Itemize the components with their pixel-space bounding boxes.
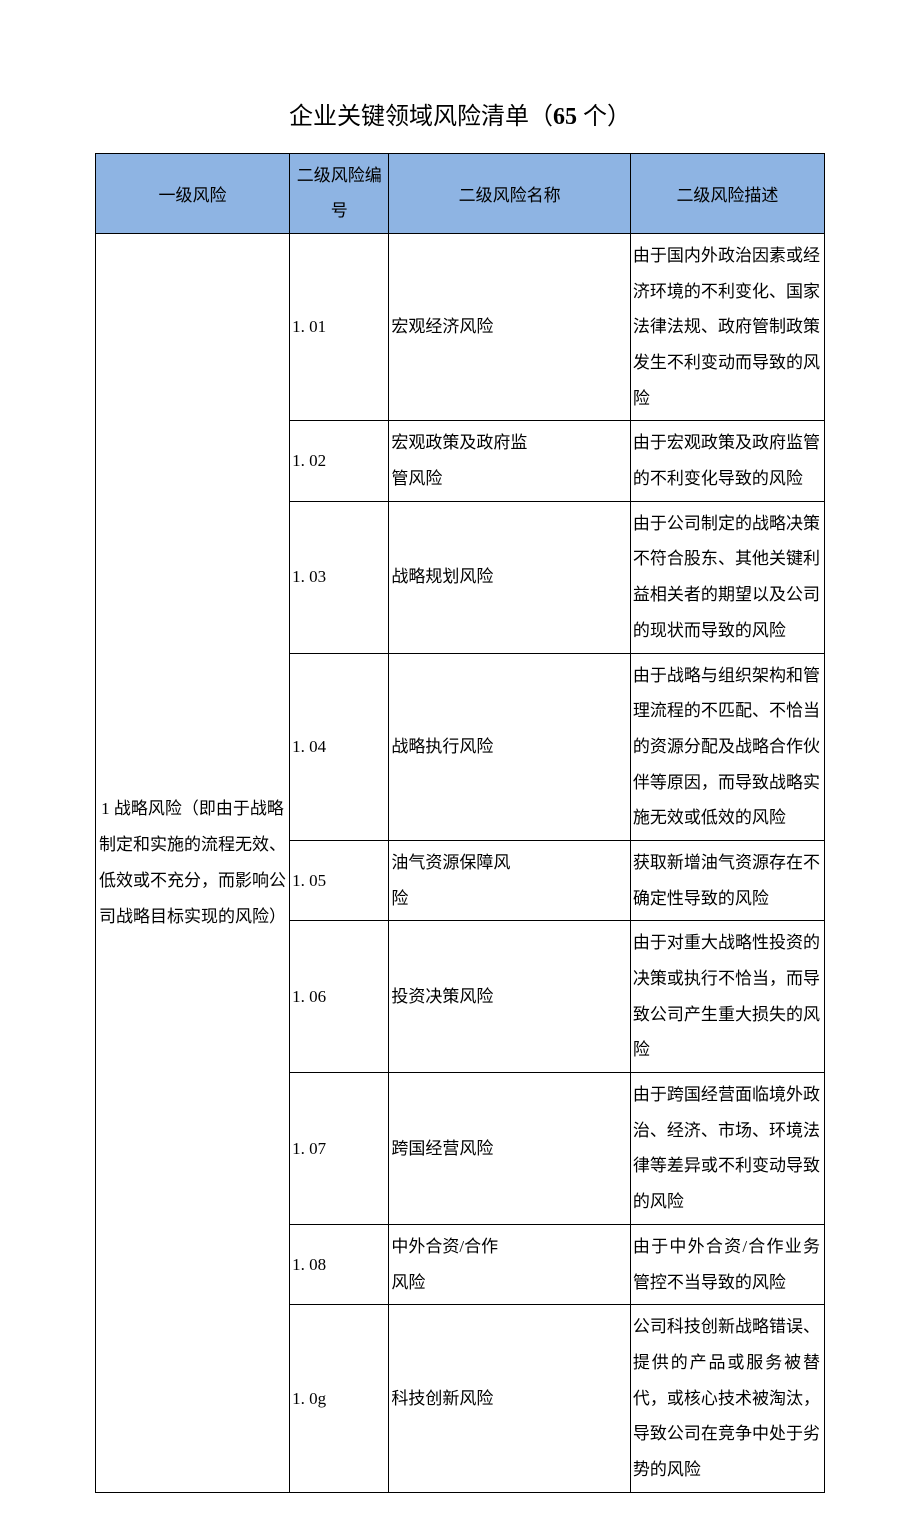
risk-name: 战略规划风险 [389,501,630,653]
risk-code: 1. 05 [290,840,389,920]
risk-name: 战略执行风险 [389,653,630,840]
risk-name: 科技创新风险 [389,1305,630,1492]
header-level2-desc: 二级风险描述 [630,153,824,233]
risk-code: 1. 01 [290,233,389,420]
risk-name: 油气资源保障风险 [389,840,630,920]
risk-desc: 由于公司制定的战略决策不符合股东、其他关键利益相关者的期望以及公司的现状而导致的… [630,501,824,653]
risk-name: 宏观经济风险 [389,233,630,420]
risk-code: 1. 0g [290,1305,389,1492]
risk-name-line2: 风险 [391,1273,425,1292]
risk-name: 投资决策风险 [389,921,630,1073]
header-level2-name: 二级风险名称 [389,153,630,233]
risk-desc: 公司科技创新战略错误、提供的产品或服务被替代，或核心技术被淘汰，导致公司在竞争中… [630,1305,824,1492]
table-header-row: 一级风险 二级风险编号 二级风险名称 二级风险描述 [96,153,825,233]
risk-name: 宏观政策及政府监管风险 [389,421,630,501]
risk-code: 1. 07 [290,1073,389,1225]
title-prefix: 企业关键领域风险清单（ [289,104,553,130]
title-suffix: 个） [577,104,631,130]
risk-desc: 由于战略与组织架构和管理流程的不匹配、不恰当的资源分配及战略合作伙伴等原因，而导… [630,653,824,840]
risk-name-line2: 险 [391,889,408,908]
risk-name-line1: 油气资源保障风 [391,853,510,872]
document-title: 企业关键领域风险清单（65 个） [95,95,825,141]
table-row: 1 战略风险（即由于战略制定和实施的流程无效、低效或不充分，而影响公司战略目标实… [96,233,825,420]
header-level1-risk: 一级风险 [96,153,290,233]
risk-code: 1. 06 [290,921,389,1073]
title-count: 65 [553,104,577,130]
category-cell: 1 战略风险（即由于战略制定和实施的流程无效、低效或不充分，而影响公司战略目标实… [96,233,290,1492]
risk-code: 1. 02 [290,421,389,501]
risk-name-line2: 管风险 [391,469,442,488]
risk-desc: 由于对重大战略性投资的决策或执行不恰当，而导致公司产生重大损失的风险 [630,921,824,1073]
risk-name-line1: 中外合资/合作 [391,1237,498,1256]
header-level2-code: 二级风险编号 [290,153,389,233]
table-body: 1 战略风险（即由于战略制定和实施的流程无效、低效或不充分，而影响公司战略目标实… [96,233,825,1492]
risk-name-line1: 宏观政策及政府监 [391,433,527,452]
risk-code: 1. 03 [290,501,389,653]
risk-desc: 由于中外合资/合作业务管控不当导致的风险 [630,1224,824,1304]
risk-code: 1. 08 [290,1224,389,1304]
risk-desc: 获取新增油气资源存在不确定性导致的风险 [630,840,824,920]
risk-desc: 由于国内外政治因素或经济环境的不利变化、国家法律法规、政府管制政策发生不利变动而… [630,233,824,420]
risk-table: 一级风险 二级风险编号 二级风险名称 二级风险描述 1 战略风险（即由于战略制定… [95,153,825,1493]
risk-name: 中外合资/合作风险 [389,1224,630,1304]
risk-code: 1. 04 [290,653,389,840]
risk-desc: 由于跨国经营面临境外政治、经济、市场、环境法律等差异或不利变动导致的风险 [630,1073,824,1225]
risk-desc: 由于宏观政策及政府监管的不利变化导致的风险 [630,421,824,501]
risk-name: 跨国经营风险 [389,1073,630,1225]
